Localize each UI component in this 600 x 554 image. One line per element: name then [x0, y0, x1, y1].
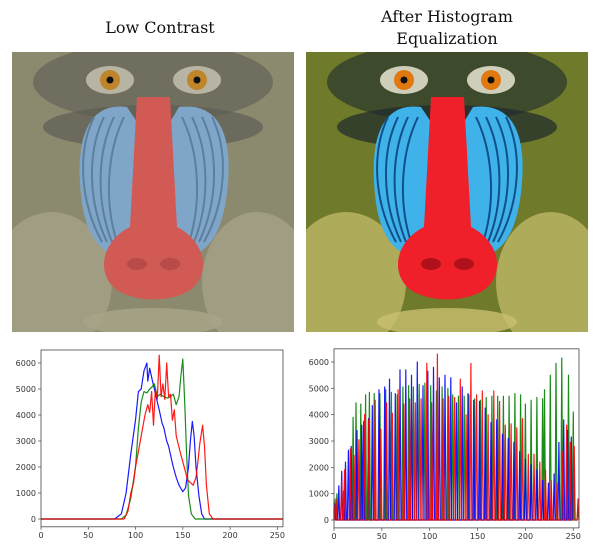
x-tick-label: 0	[331, 532, 336, 541]
cheek-ridge	[401, 116, 419, 243]
pupil	[400, 76, 408, 84]
y-tick-label: 6000	[16, 359, 36, 368]
x-tick-label: 100	[128, 531, 143, 540]
title-line: After Histogram	[381, 7, 513, 26]
x-tick-label: 150	[470, 532, 485, 541]
histogram-series-0	[41, 362, 283, 520]
cheek-ridge	[99, 116, 115, 243]
cheek-ridge	[91, 116, 108, 243]
histogram-series-1	[41, 358, 283, 520]
x-tick-label: 150	[175, 531, 190, 540]
y-tick-label: 4000	[309, 411, 329, 420]
cheek-ridge	[497, 116, 518, 243]
forehead	[327, 52, 567, 122]
cheek-ridge	[82, 116, 103, 243]
nose	[397, 97, 498, 300]
nostril	[454, 258, 474, 270]
cheek-ridge	[203, 116, 224, 243]
fur-patch	[12, 212, 112, 332]
panel-title-low-contrast: Low Contrast	[60, 17, 260, 39]
axes-frame	[40, 349, 284, 528]
chin-fur	[83, 308, 223, 332]
nose	[103, 97, 204, 300]
right-cheek	[170, 106, 229, 252]
axes-frame	[333, 348, 580, 529]
y-tick-label: 3000	[309, 437, 329, 446]
low-contrast-image	[12, 52, 294, 332]
y-tick-label: 0	[324, 516, 329, 525]
pupil	[106, 76, 114, 84]
y-tick-label: 3000	[16, 437, 36, 446]
cheek-ridge	[198, 116, 215, 243]
low-contrast-histogram: 0 50 100 150 200 250 0 1000 2000 3000 4000 5000 6000	[16, 349, 285, 540]
histogram-series-2	[333, 353, 580, 521]
chin-fur	[377, 308, 517, 332]
nostril	[421, 258, 441, 270]
cheek-ridge	[475, 116, 493, 243]
cheek-ridge	[385, 116, 402, 243]
y-tick-label: 5000	[309, 384, 329, 393]
cheek-ridge	[107, 116, 125, 243]
y-tick-label: 1000	[16, 489, 36, 498]
x-tick-label: 200	[518, 532, 533, 541]
title-line: Equalization	[396, 29, 498, 48]
forehead	[33, 52, 273, 122]
y-tick-label: 2000	[16, 463, 36, 472]
y-tick-label: 6000	[309, 358, 329, 367]
fur-patch	[202, 212, 294, 332]
equalized-histogram: 0 50 100 150 200 250 0 1000 2000 3000 4000 5000 6000	[309, 348, 581, 541]
cheek-ridge	[181, 116, 199, 243]
cheek-ridge	[191, 116, 207, 243]
x-tick-label: 100	[422, 532, 437, 541]
panel-title-equalized: After Histogram Equalization	[347, 6, 547, 50]
nostril	[127, 258, 147, 270]
pupil	[193, 76, 201, 84]
x-tick-label: 250	[566, 532, 581, 541]
y-tick-label: 5000	[16, 385, 36, 394]
x-tick-label: 50	[83, 531, 93, 540]
y-tick-label: 1000	[309, 490, 329, 499]
title-line: Low Contrast	[105, 18, 215, 37]
y-tick-label: 2000	[309, 463, 329, 472]
cheek-ridge	[376, 116, 397, 243]
x-tick-label: 200	[222, 531, 237, 540]
y-tick-label: 0	[31, 515, 36, 524]
pupil	[487, 76, 495, 84]
histogram-series-2	[41, 354, 283, 520]
fur-patch	[496, 212, 588, 332]
cheek-ridge	[485, 116, 501, 243]
equalized-image	[306, 52, 588, 332]
x-tick-label: 50	[377, 532, 387, 541]
fur-patch	[306, 212, 406, 332]
nostril	[160, 258, 180, 270]
x-tick-label: 250	[270, 531, 285, 540]
x-tick-label: 0	[38, 531, 43, 540]
right-cheek	[464, 106, 523, 252]
y-tick-label: 4000	[16, 411, 36, 420]
cheek-ridge	[492, 116, 509, 243]
cheek-ridge	[393, 116, 409, 243]
